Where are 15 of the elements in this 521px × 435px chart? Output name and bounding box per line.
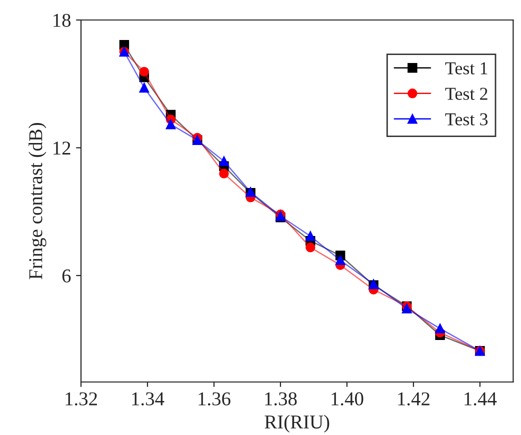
x-tick-label: 1.42 [398,392,430,406]
legend-label: Test 1 [445,62,488,74]
x-tick-label: 1.38 [265,392,297,406]
x-tick-label: 1.34 [132,392,164,406]
x-tick-label: 1.44 [464,392,497,406]
y-tick-label: 18 [54,14,71,27]
y-axis-title: Fringe contrast (dB) [28,123,46,280]
x-tick-label: 1.32 [66,392,97,406]
y-tick-label: 6 [62,269,71,282]
legend-label: Test 3 [445,113,488,126]
legend-label: Test 2 [445,88,488,100]
x-tick-label: 1.36 [198,392,230,406]
y-tick-label: 12 [54,142,70,155]
x-tick-label: 1.40 [332,392,364,406]
x-axis-title: RI(RIU) [264,414,330,433]
